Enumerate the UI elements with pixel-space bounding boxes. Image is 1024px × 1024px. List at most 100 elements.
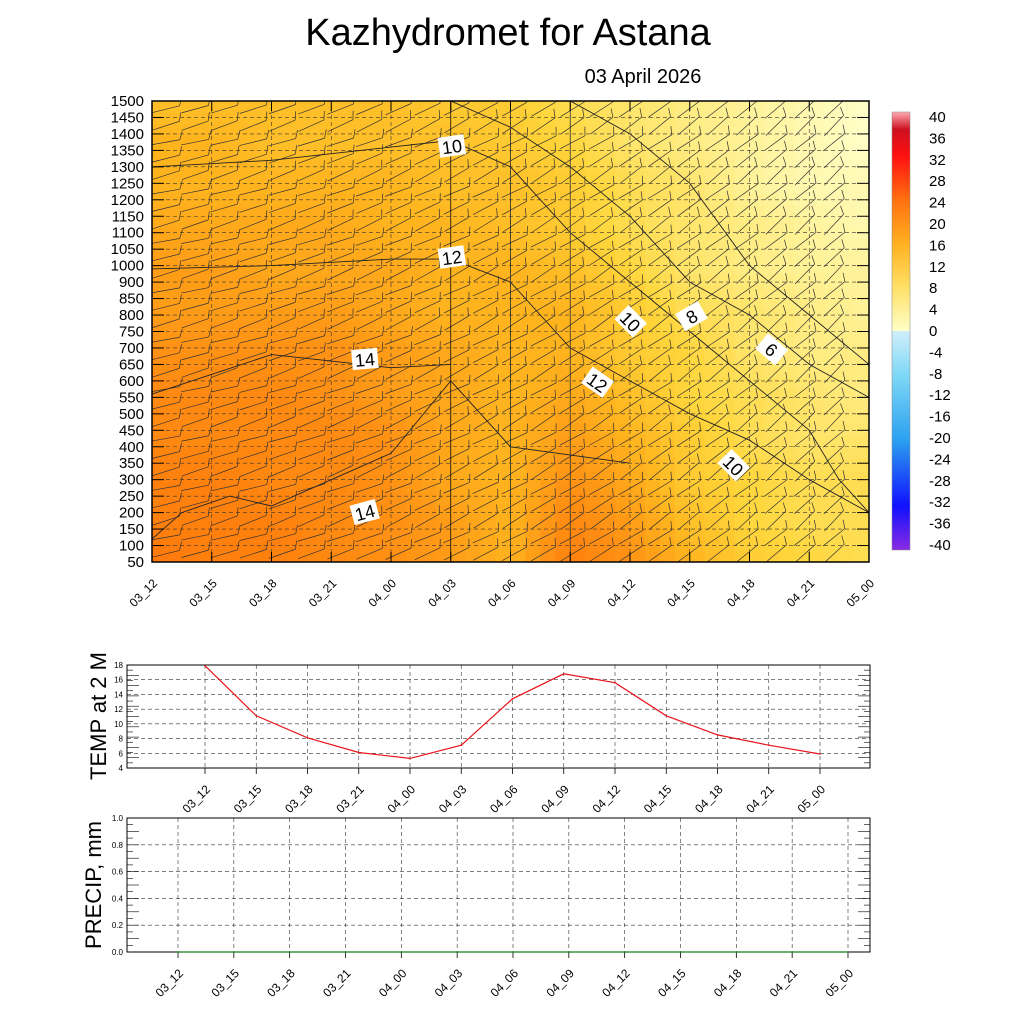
- heatmap-cell: [152, 331, 168, 344]
- ytick-label: 250: [119, 488, 144, 505]
- heatmap-cell: [779, 319, 795, 333]
- heatmap-cell: [346, 423, 362, 436]
- heatmap-cell: [689, 158, 706, 171]
- heatmap-cell: [435, 101, 452, 114]
- heatmap-cell: [854, 124, 869, 137]
- heatmap-cell: [376, 227, 392, 240]
- heatmap-cell: [764, 446, 780, 459]
- wind-barb: [502, 101, 528, 117]
- heatmap-cell: [271, 296, 288, 310]
- wind-barb: [824, 403, 844, 433]
- heatmap-cell: [854, 101, 869, 114]
- wind-barb: [385, 424, 413, 444]
- data-point: [665, 715, 668, 717]
- heatmap-cell: [854, 193, 869, 206]
- wind-barb: [764, 125, 788, 151]
- wind-barb: [589, 290, 614, 315]
- heatmap-cell: [824, 377, 840, 390]
- heatmap-cell: [435, 331, 452, 344]
- heatmap-cell: [361, 296, 377, 310]
- heatmap-cell: [331, 112, 347, 125]
- heatmap-cell: [809, 285, 825, 298]
- wind-barb: [181, 180, 212, 195]
- heatmap-cell: [211, 343, 228, 356]
- ytick-label: 100: [119, 538, 144, 555]
- heatmap-cell: [585, 147, 601, 160]
- heatmap-cell: [495, 343, 512, 356]
- heatmap-cell: [286, 193, 302, 206]
- wind-barb: [385, 143, 412, 165]
- heatmap-cell: [391, 285, 407, 298]
- wind-barb: [794, 107, 816, 136]
- heatmap-cell: [495, 469, 512, 482]
- heatmap-cell: [689, 216, 706, 229]
- heatmap-cell: [600, 492, 616, 505]
- heatmap-cell: [346, 458, 362, 471]
- wind-barb: [735, 125, 759, 151]
- heatmap-cell: [226, 423, 243, 436]
- heatmap-cell: [839, 158, 855, 171]
- heatmap-cell: [376, 181, 392, 194]
- wind-barb: [531, 454, 556, 480]
- heatmap-cell: [465, 354, 482, 367]
- heatmap-cell: [704, 515, 721, 529]
- heatmap-cell: [615, 135, 631, 148]
- xtick-label: 04_15: [655, 966, 689, 1000]
- heatmap-cell: [704, 147, 721, 160]
- heatmap-cell: [630, 227, 646, 240]
- heatmap-cell: [540, 515, 556, 529]
- heatmap-cell: [480, 469, 497, 482]
- wind-barb: [793, 421, 817, 448]
- xtick-label: 04_18: [711, 966, 745, 1000]
- wind-barb: [735, 372, 759, 398]
- heatmap-cell: [480, 181, 497, 194]
- heatmap-cell: [779, 193, 795, 206]
- heatmap-cell: [734, 492, 751, 505]
- wind-barb: [298, 456, 325, 478]
- heatmap-cell: [510, 227, 527, 240]
- wind-barb: [735, 338, 759, 366]
- heatmap-cell: [809, 216, 825, 229]
- heatmap-cell: [376, 446, 392, 459]
- heatmap-cell: [301, 319, 317, 333]
- wind-barb: [356, 391, 384, 412]
- wind-barb: [735, 536, 759, 562]
- heatmap-cell: [450, 458, 467, 471]
- heatmap-cell: [211, 135, 228, 148]
- heatmap-cell: [435, 538, 452, 552]
- wind-barb: [444, 109, 469, 134]
- heatmap-cell: [465, 239, 482, 252]
- ytick-label: 550: [119, 389, 144, 406]
- heatmap-cell: [495, 181, 512, 194]
- heatmap-cell: [152, 538, 168, 552]
- heatmap-cell: [734, 204, 751, 217]
- heatmap-cell: [241, 458, 258, 471]
- heatmap-cell: [480, 124, 497, 137]
- wind-barb: [269, 506, 296, 527]
- heatmap-cell: [555, 273, 571, 287]
- heatmap-cell: [779, 147, 795, 160]
- heatmap-cell: [779, 515, 795, 529]
- heatmap-cell: [794, 435, 810, 448]
- heatmap-cell: [196, 193, 213, 206]
- heatmap-cell: [779, 112, 795, 125]
- heatmap-cell: [764, 481, 780, 494]
- heatmap-cell: [525, 389, 541, 402]
- wind-barb: [531, 389, 556, 413]
- heatmap-cell: [346, 170, 362, 183]
- wind-barb: [764, 273, 788, 299]
- wind-barb: [794, 403, 816, 433]
- heatmap-cell: [839, 504, 855, 517]
- wind-barb: [618, 537, 643, 562]
- heatmap-cell: [779, 469, 795, 482]
- heatmap-cell: [854, 377, 869, 390]
- wind-barb: [648, 339, 672, 365]
- heatmap-cell: [570, 366, 586, 379]
- heatmap-cell: [674, 527, 691, 540]
- heatmap-cell: [764, 550, 780, 562]
- wind-barb: [269, 407, 296, 428]
- heatmap-cell: [734, 101, 751, 114]
- heatmap-cell: [525, 308, 541, 321]
- heatmap-cell: [405, 101, 422, 114]
- heatmap-cell: [420, 331, 437, 344]
